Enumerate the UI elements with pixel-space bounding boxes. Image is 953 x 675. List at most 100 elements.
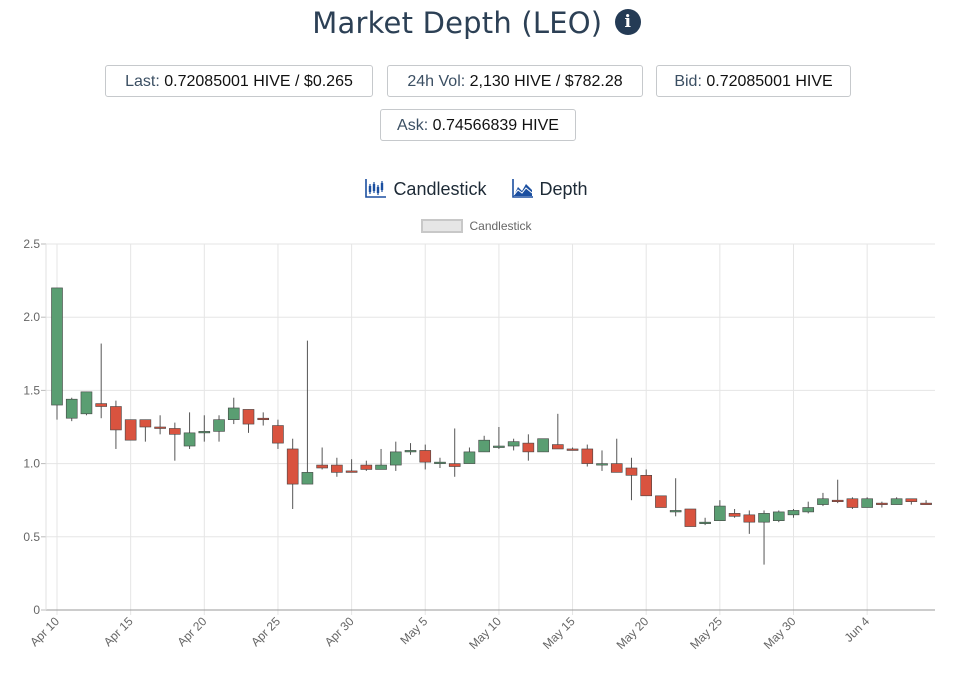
y-tick-label: 0.5 xyxy=(23,530,40,544)
y-tick-label: 2.0 xyxy=(23,310,40,324)
candle-body xyxy=(625,467,638,476)
ask-value: 0.74566839 HIVE xyxy=(432,117,559,134)
candle-body xyxy=(404,450,417,453)
x-tick-label: Jun 4 xyxy=(842,614,873,645)
candle-body xyxy=(905,498,918,502)
candle-body xyxy=(110,406,122,431)
ask-label: Ask: xyxy=(397,117,429,134)
candle-body xyxy=(890,498,903,505)
candle-body xyxy=(507,441,520,447)
info-icon[interactable]: i xyxy=(614,9,641,35)
x-tick-label: Apr 25 xyxy=(248,614,283,649)
legend-label: Candlestick xyxy=(469,219,532,233)
y-tick-label: 1.5 xyxy=(23,383,40,397)
chart-tabs: Candlestick Depth xyxy=(0,178,953,200)
legend-swatch xyxy=(421,219,464,233)
ask-stat: Ask: 0.74566839 HIVE xyxy=(380,109,576,141)
candle-body xyxy=(419,450,432,463)
candle-body xyxy=(743,514,756,523)
candle-body xyxy=(242,409,255,425)
candle-body xyxy=(213,419,225,432)
candle-body xyxy=(566,448,579,451)
candle-body xyxy=(51,287,63,406)
candle-body xyxy=(802,507,815,513)
candlestick-icon xyxy=(365,179,387,198)
candle-body xyxy=(669,510,682,513)
candle-body xyxy=(699,521,711,524)
bid-value: 0.72085001 HIVE xyxy=(706,73,833,90)
candle-body xyxy=(876,502,888,505)
volume-label: 24h Vol: xyxy=(407,73,466,90)
x-tick-label: May 20 xyxy=(614,614,652,652)
last-price-stat: Last: 0.72085001 HIVE / $0.265 xyxy=(105,65,373,97)
x-tick-label: May 30 xyxy=(761,614,799,652)
tab-depth[interactable]: Depth xyxy=(511,178,588,200)
candle-body xyxy=(389,451,402,466)
candle-body xyxy=(65,398,78,419)
x-tick-label: May 25 xyxy=(687,614,725,652)
candle-body xyxy=(360,464,373,470)
candle-body xyxy=(846,498,859,508)
candle-body xyxy=(257,417,270,421)
volume-stat: 24h Vol: 2,130 HIVE / $782.28 xyxy=(387,65,643,97)
candle-body xyxy=(861,498,873,508)
candle-body xyxy=(434,461,446,464)
candle-body xyxy=(286,448,299,485)
x-tick-label: Apr 15 xyxy=(101,614,136,649)
candle-body xyxy=(375,464,387,470)
candle-body xyxy=(920,502,932,505)
candle-body xyxy=(463,451,476,464)
candle-body xyxy=(198,431,211,434)
candle-body xyxy=(537,438,549,453)
candle-body xyxy=(714,505,726,521)
candle-body xyxy=(655,495,667,508)
y-tick-label: 0 xyxy=(33,603,40,617)
candle-body xyxy=(345,470,358,473)
candle-body xyxy=(154,426,166,429)
tab-depth-label: Depth xyxy=(539,179,588,199)
candle-body xyxy=(478,439,490,453)
candle-body xyxy=(522,442,535,453)
candle-body xyxy=(169,428,181,435)
candle-body xyxy=(331,464,343,473)
x-tick-label: May 15 xyxy=(540,614,578,652)
last-label: Last: xyxy=(125,73,160,90)
candle-body xyxy=(227,407,240,420)
candle-body xyxy=(787,510,800,516)
bid-label: Bid: xyxy=(674,73,702,90)
page-title: Market Depth (LEO) xyxy=(312,6,603,40)
candle-body xyxy=(552,444,564,450)
candle-body xyxy=(301,472,314,485)
candlestick-chart[interactable]: 0 0.5 1.0 1.5 2.0 2.5 Apr 10 Apr 15 Apr 20 Apr 25… xyxy=(0,230,953,675)
candle-body xyxy=(610,463,623,473)
volume-value: 2,130 HIVE / $782.28 xyxy=(469,73,623,90)
candle-body xyxy=(448,463,461,467)
y-tick-label: 1.0 xyxy=(23,457,40,471)
x-tick-label: Apr 30 xyxy=(322,614,357,649)
candle-body xyxy=(183,432,196,447)
tab-candlestick[interactable]: Candlestick xyxy=(365,178,486,200)
candle-body xyxy=(272,425,284,444)
candle-body xyxy=(758,513,770,523)
candle-body xyxy=(124,419,137,441)
candle-body xyxy=(139,419,152,428)
candle-body xyxy=(581,448,594,464)
last-value: 0.72085001 HIVE / $0.265 xyxy=(164,73,353,90)
area-chart-icon xyxy=(511,179,533,198)
candle-body xyxy=(95,403,107,407)
x-tick-label: May 10 xyxy=(466,614,504,652)
candle-body xyxy=(831,499,844,503)
chart-legend[interactable]: Candlestick xyxy=(0,219,953,233)
candle-body xyxy=(80,391,93,415)
x-tick-label: Apr 20 xyxy=(175,614,210,649)
candle-body xyxy=(684,508,697,527)
title-row: Market Depth (LEO) i xyxy=(0,6,953,40)
candle-body xyxy=(728,513,741,517)
candle-body xyxy=(772,511,785,521)
candle-body xyxy=(817,498,829,505)
y-tick-label: 2.5 xyxy=(23,237,40,251)
x-tick-label: May 5 xyxy=(397,614,430,647)
tab-candlestick-label: Candlestick xyxy=(393,179,487,199)
candle-body xyxy=(596,463,608,466)
candle-body xyxy=(640,475,653,497)
